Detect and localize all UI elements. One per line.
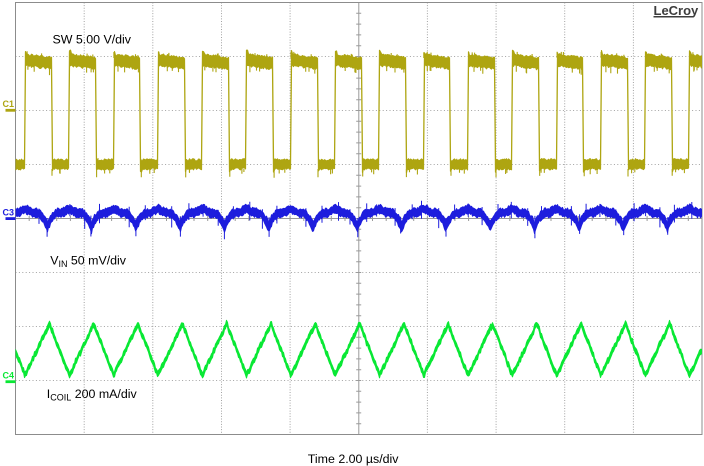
svg-text:C1: C1	[3, 99, 15, 109]
svg-text:Time 2.00 µs/div: Time 2.00 µs/div	[308, 452, 399, 466]
svg-text:LeCroy: LeCroy	[654, 3, 700, 18]
svg-text:SW 5.00 V/div: SW 5.00 V/div	[53, 33, 132, 47]
svg-text:VIN 50 mV/div: VIN 50 mV/div	[50, 254, 127, 269]
svg-text:C4: C4	[3, 371, 15, 381]
svg-text:C3: C3	[3, 208, 15, 218]
